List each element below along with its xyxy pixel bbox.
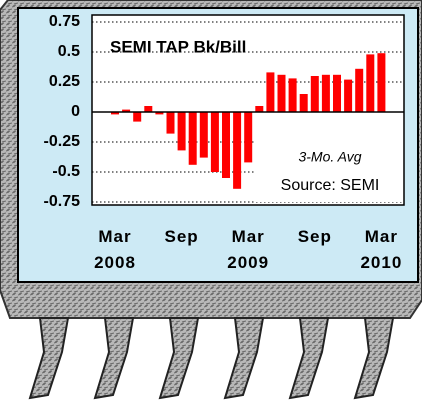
bar [300,94,308,112]
y-tick-label: 0.75 [49,13,80,30]
y-tick-label: 0.5 [58,43,80,60]
bar [278,75,286,112]
chip-legs [30,318,393,398]
bar [200,112,208,158]
x-tick-label: Mar 2008 [90,224,140,276]
x-tick-label: Mar 2010 [356,224,406,276]
y-tick-label: -0.5 [52,163,80,180]
bar [244,112,252,162]
bar [355,69,363,112]
bar [189,112,197,165]
y-tick-label: -0.75 [44,193,81,210]
bar [266,72,274,112]
annotation: Source: SEMI [281,177,380,194]
bar [178,112,186,150]
bar [344,80,352,112]
bar [133,112,141,122]
chart-svg: SEMI TAP Bk/Bill 3-Mo. Avg Source: SEMI … [0,0,422,405]
chart-title: SEMI TAP Bk/Bill [110,37,246,56]
bar [167,112,175,134]
bar [311,76,319,112]
bar [233,112,241,189]
bar [144,106,152,112]
chart: SEMI TAP Bk/Bill 3-Mo. Avg Source: SEMI … [0,0,422,405]
bar [211,112,219,172]
bar [322,75,330,112]
x-tick-label: Sep [157,224,207,250]
y-tick-label: 0.25 [49,73,80,90]
bar [333,75,341,112]
bar [222,112,230,178]
bar [255,106,263,112]
y-tick-label: 0 [71,103,80,120]
bar [289,78,297,112]
bar [366,54,374,112]
x-tick-label: Mar 2009 [223,224,273,276]
x-tick-label: Sep [290,224,340,250]
annotation: 3-Mo. Avg [298,149,361,165]
bar [377,53,385,112]
y-tick-label: -0.25 [44,133,81,150]
